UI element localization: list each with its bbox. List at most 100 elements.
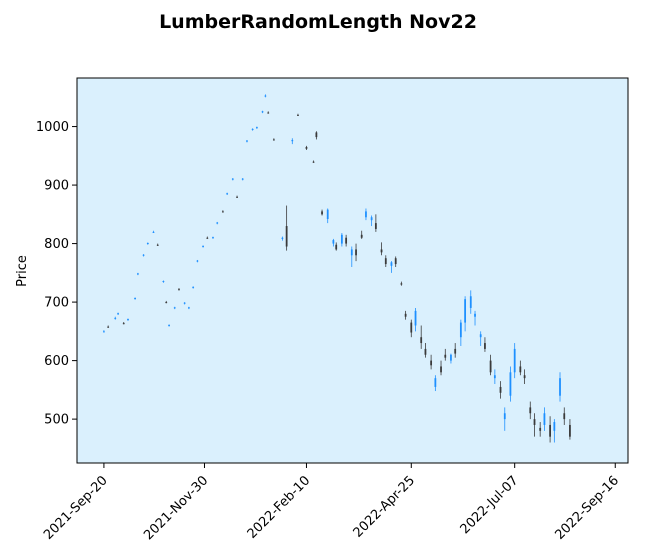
x-tick-label: 2021-Nov-30 xyxy=(141,473,211,543)
candle-body xyxy=(326,209,329,220)
candle-body xyxy=(183,302,186,304)
candle-body xyxy=(350,249,353,256)
candle-body xyxy=(315,132,318,138)
candle-body xyxy=(493,375,496,379)
candle-body xyxy=(450,354,452,361)
candle-body xyxy=(168,324,170,326)
candle-body xyxy=(553,422,556,431)
candle-body xyxy=(360,234,363,238)
candle-body xyxy=(394,258,397,265)
candle-body xyxy=(246,140,248,142)
candle-body xyxy=(291,140,294,142)
candle-body xyxy=(281,237,284,239)
x-tick-label: 2022-Sep-16 xyxy=(552,473,622,543)
candle-body xyxy=(156,244,159,246)
candle-body xyxy=(206,237,209,239)
candle-body xyxy=(444,354,447,358)
candle-body xyxy=(305,147,308,149)
candle-body xyxy=(384,258,387,265)
candle-body xyxy=(563,413,566,420)
x-tick-label: 2022-Jul-07 xyxy=(458,473,522,537)
candle-body xyxy=(202,245,204,247)
candle-body xyxy=(424,348,427,355)
candle-body xyxy=(332,240,335,244)
candle-body xyxy=(134,298,136,299)
candle-body xyxy=(226,193,229,195)
y-tick-label: 500 xyxy=(44,413,69,428)
candle-body xyxy=(543,413,546,425)
candle-body xyxy=(454,348,457,354)
candle-body xyxy=(261,111,264,113)
candle-body xyxy=(114,317,117,319)
candle-body xyxy=(285,226,288,247)
candle-body xyxy=(231,178,234,180)
y-axis-label: Price xyxy=(15,255,30,287)
candle-body xyxy=(529,407,532,414)
candle-body xyxy=(335,244,338,250)
candle-body xyxy=(297,114,299,116)
y-tick-label: 700 xyxy=(44,296,69,311)
candle-body xyxy=(404,313,407,317)
candle-body xyxy=(414,310,417,326)
candle-body xyxy=(374,223,377,229)
candle-body xyxy=(117,313,119,315)
candle-body xyxy=(464,299,467,323)
x-tick-label: 2021-Sep-20 xyxy=(41,473,111,543)
candle-body xyxy=(479,334,482,338)
candle-body xyxy=(212,237,214,239)
candle-body xyxy=(312,161,315,163)
candle-body xyxy=(539,427,542,431)
candle-body xyxy=(127,319,129,321)
candle-body xyxy=(236,196,238,198)
candle-body xyxy=(142,254,145,256)
candle-body xyxy=(152,231,155,233)
candle-body xyxy=(345,237,348,244)
chart-title: LumberRandomLength Nov22 xyxy=(159,11,477,33)
candle-body xyxy=(474,313,476,317)
candle-body xyxy=(162,281,165,283)
candle-body xyxy=(569,424,571,437)
y-tick-label: 600 xyxy=(44,354,69,369)
candle-body xyxy=(549,424,551,437)
candle-body xyxy=(400,283,403,285)
candle-body xyxy=(272,139,275,141)
candle-body xyxy=(459,322,462,338)
x-axis: 2021-Sep-20 2021-Nov-30 2022-Feb-10 2022-Ap… xyxy=(41,463,622,543)
candle-body xyxy=(146,243,149,244)
candle-body xyxy=(103,331,105,333)
y-tick-label: 900 xyxy=(44,179,69,194)
candle-body xyxy=(178,289,180,291)
candle-body xyxy=(513,348,516,373)
candle-body xyxy=(173,307,176,309)
x-tick-label: 2022-Apr-25 xyxy=(351,473,418,540)
candle-body xyxy=(340,234,343,244)
candle-body xyxy=(434,378,437,387)
candle-body xyxy=(499,386,502,393)
candle-body xyxy=(165,302,168,304)
candle-body xyxy=(430,360,433,366)
candle-body xyxy=(187,307,190,309)
candle-body xyxy=(216,222,219,224)
candle-body xyxy=(137,273,139,275)
candle-body xyxy=(365,211,367,218)
candle-body xyxy=(255,127,258,129)
candle-body xyxy=(380,249,383,253)
candle-body xyxy=(122,323,125,325)
candle-body xyxy=(484,343,486,349)
candle-body xyxy=(410,322,413,333)
plot-area xyxy=(76,77,629,464)
candle-body xyxy=(355,249,357,256)
candle-body xyxy=(503,413,506,420)
candles-group xyxy=(103,94,571,443)
candle-body xyxy=(192,286,195,288)
candle-body xyxy=(519,366,522,373)
candle-body xyxy=(321,211,323,215)
candle-body xyxy=(267,112,270,114)
candle-body xyxy=(196,260,199,262)
candle-body xyxy=(440,366,442,373)
candle-body xyxy=(264,95,267,97)
candle-body xyxy=(221,211,224,213)
candle-body xyxy=(533,419,536,425)
y-axis: 500 600 700 800 900 1000 xyxy=(36,120,77,428)
